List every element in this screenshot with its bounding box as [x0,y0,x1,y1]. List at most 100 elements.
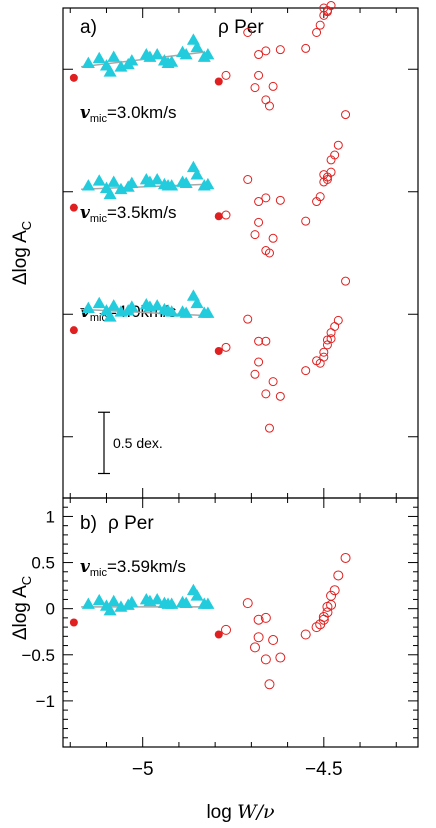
open-circle-point [315,20,325,30]
triangle-point [125,595,139,608]
open-circle-point [322,340,332,350]
open-circle-point [326,1,336,11]
y-axis-label: Δlog AC [10,221,34,285]
filled-point [69,326,78,335]
triangle-point [92,51,106,64]
open-circle-point [253,632,264,643]
triangle-point [107,299,121,311]
triangle-point [107,175,121,187]
open-circle-point [264,248,274,258]
open-circle-point [254,50,264,60]
triangle-point [201,306,215,318]
open-circle-point [329,585,340,596]
triangle-point [179,176,193,189]
triangle-point [179,48,193,60]
open-circle-point [330,322,340,331]
series-group: vmic=3.59km/s [69,552,351,690]
triangle-point [201,48,215,60]
panel-a: a) ρ Per Δlog AC vmic=3.0km/s vmic=3.5km/s vm… [10,1,419,499]
panel-tag: b) [80,513,97,534]
triangle-point [165,55,179,67]
open-circle-point [261,193,271,203]
open-circle-point [261,46,271,56]
open-circle-point [322,175,332,184]
open-circle-point [243,175,253,184]
star-name: ρ Per [108,513,154,534]
scale-bar: 0.5 dex. [98,411,163,475]
filled-point [214,630,223,639]
filled-point [69,618,78,627]
open-circle-point [250,230,260,240]
open-circle-point [322,335,332,345]
triangle-point [165,597,179,609]
open-circle-point [268,377,278,387]
scale-bar-label: 0.5 dex. [113,435,163,451]
open-circle-point [330,150,340,160]
open-circle-point [340,552,351,563]
filled-point [214,77,223,86]
triangle-point [190,589,204,601]
triangle-point [190,296,204,309]
open-circle-point [249,642,260,653]
open-circle-point [243,28,253,37]
open-circle-point [260,654,271,665]
y-axis-label: Δlog AC [10,576,34,640]
open-circle-point [221,624,232,635]
series-group: vmic=4.0km/s [69,276,351,433]
open-circle-point [275,391,285,401]
triangle-point [125,54,139,66]
open-circle-point [301,43,311,53]
open-circle-point [333,315,343,325]
triangle-point [81,56,95,68]
open-circle-point [326,328,336,338]
open-circle-point [275,652,286,663]
open-circle-point [326,167,336,177]
y-tick-label: −0.5 [21,646,55,665]
open-circle-point [341,110,351,120]
x-tick-label: −4.5 [305,759,343,780]
x-axis-labels: −5 −4.5 log W/ν [132,759,343,823]
filled-point [214,212,223,221]
triangle-point [150,299,164,311]
open-circle-point [315,192,325,202]
open-circle-point [275,45,285,55]
triangle-point [179,306,193,318]
open-circle-point [301,216,311,226]
filled-point [214,347,223,355]
open-circle-point [260,612,271,623]
open-circle-point [243,314,253,324]
triangle-point [150,592,164,605]
vmic-label: vmic=3.59km/s [80,557,186,579]
triangle-point [165,179,179,191]
vmic-label: vmic=3.5km/s [80,203,176,225]
series-group: vmic=3.0km/s [69,1,336,125]
open-circle-point [264,423,274,433]
triangle-point [103,604,117,616]
open-circle-point [312,28,322,37]
triangle-point [107,594,121,607]
triangle-point [150,173,164,185]
open-circle-point [254,217,264,227]
open-circle-point [221,342,231,352]
plot-frame [62,497,419,748]
triangle-point [81,597,95,609]
open-circle-point [264,679,275,690]
triangle-point [92,593,106,606]
panel-b: 1 0.5 0 −0.5 −1 b) ρ Per Δlog AC vmic=3.59km/s [10,497,419,748]
open-circle-point [301,366,311,376]
y-tick-label: −1 [36,692,55,711]
open-circle-point [254,357,264,367]
panel-tag: a) [80,17,97,38]
triangle-point [103,187,117,200]
y-tick-label: 0.5 [31,554,55,573]
plot-frame [62,7,419,499]
triangle-point [150,48,164,60]
triangle-point [179,596,193,609]
triangle-point [81,301,95,313]
open-circle-point [319,352,329,362]
open-circle-point [333,140,343,150]
open-circle-point [254,197,264,207]
triangle-point [201,177,215,190]
x-axis-label: log W/ν [206,801,275,823]
